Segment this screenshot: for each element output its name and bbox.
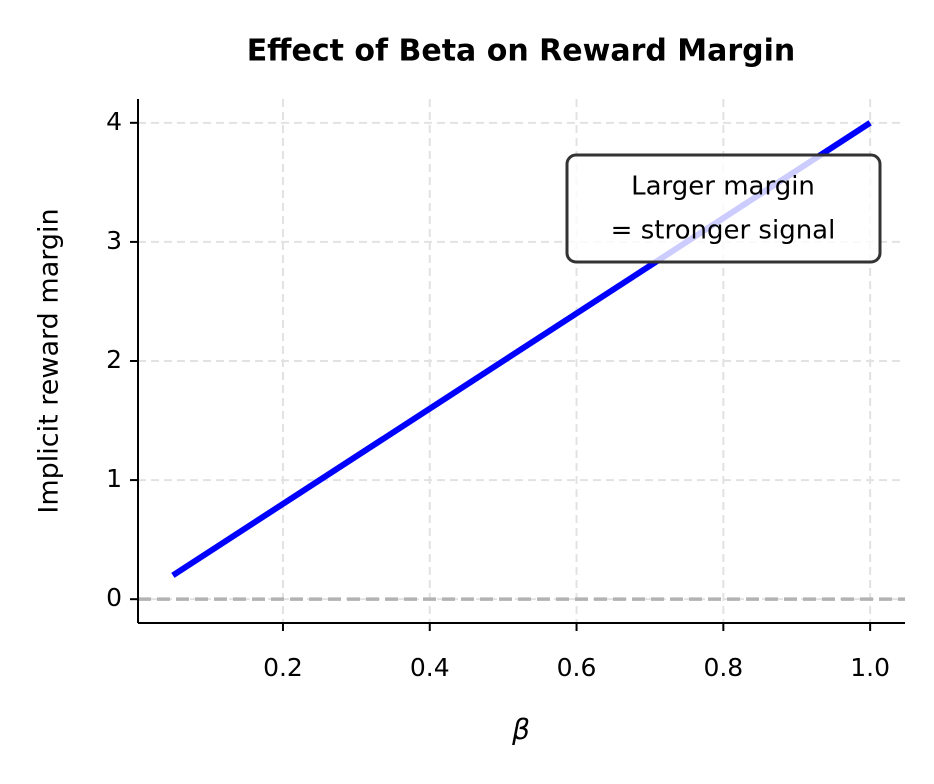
x-tick-label: 0.4 (410, 653, 450, 682)
y-tick-label: 1 (106, 464, 122, 493)
x-axis-label: β (511, 713, 530, 746)
y-tick-label: 2 (106, 345, 122, 374)
chart-title: Effect of Beta on Reward Margin (247, 34, 796, 69)
annotation-text: Larger margin (631, 172, 815, 202)
x-tick-label: 1.0 (850, 653, 890, 682)
x-tick-label: 0.6 (557, 653, 597, 682)
y-tick-label: 0 (106, 583, 122, 612)
y-tick-label: 3 (106, 226, 122, 255)
annotation-box (565, 153, 882, 264)
annotation-text: = stronger signal (611, 216, 836, 246)
y-axis-label: Implicit reward margin (34, 208, 65, 513)
y-tick-label: 4 (106, 107, 122, 136)
x-tick-label: 0.8 (703, 653, 743, 682)
x-tick-label: 0.2 (263, 653, 303, 682)
